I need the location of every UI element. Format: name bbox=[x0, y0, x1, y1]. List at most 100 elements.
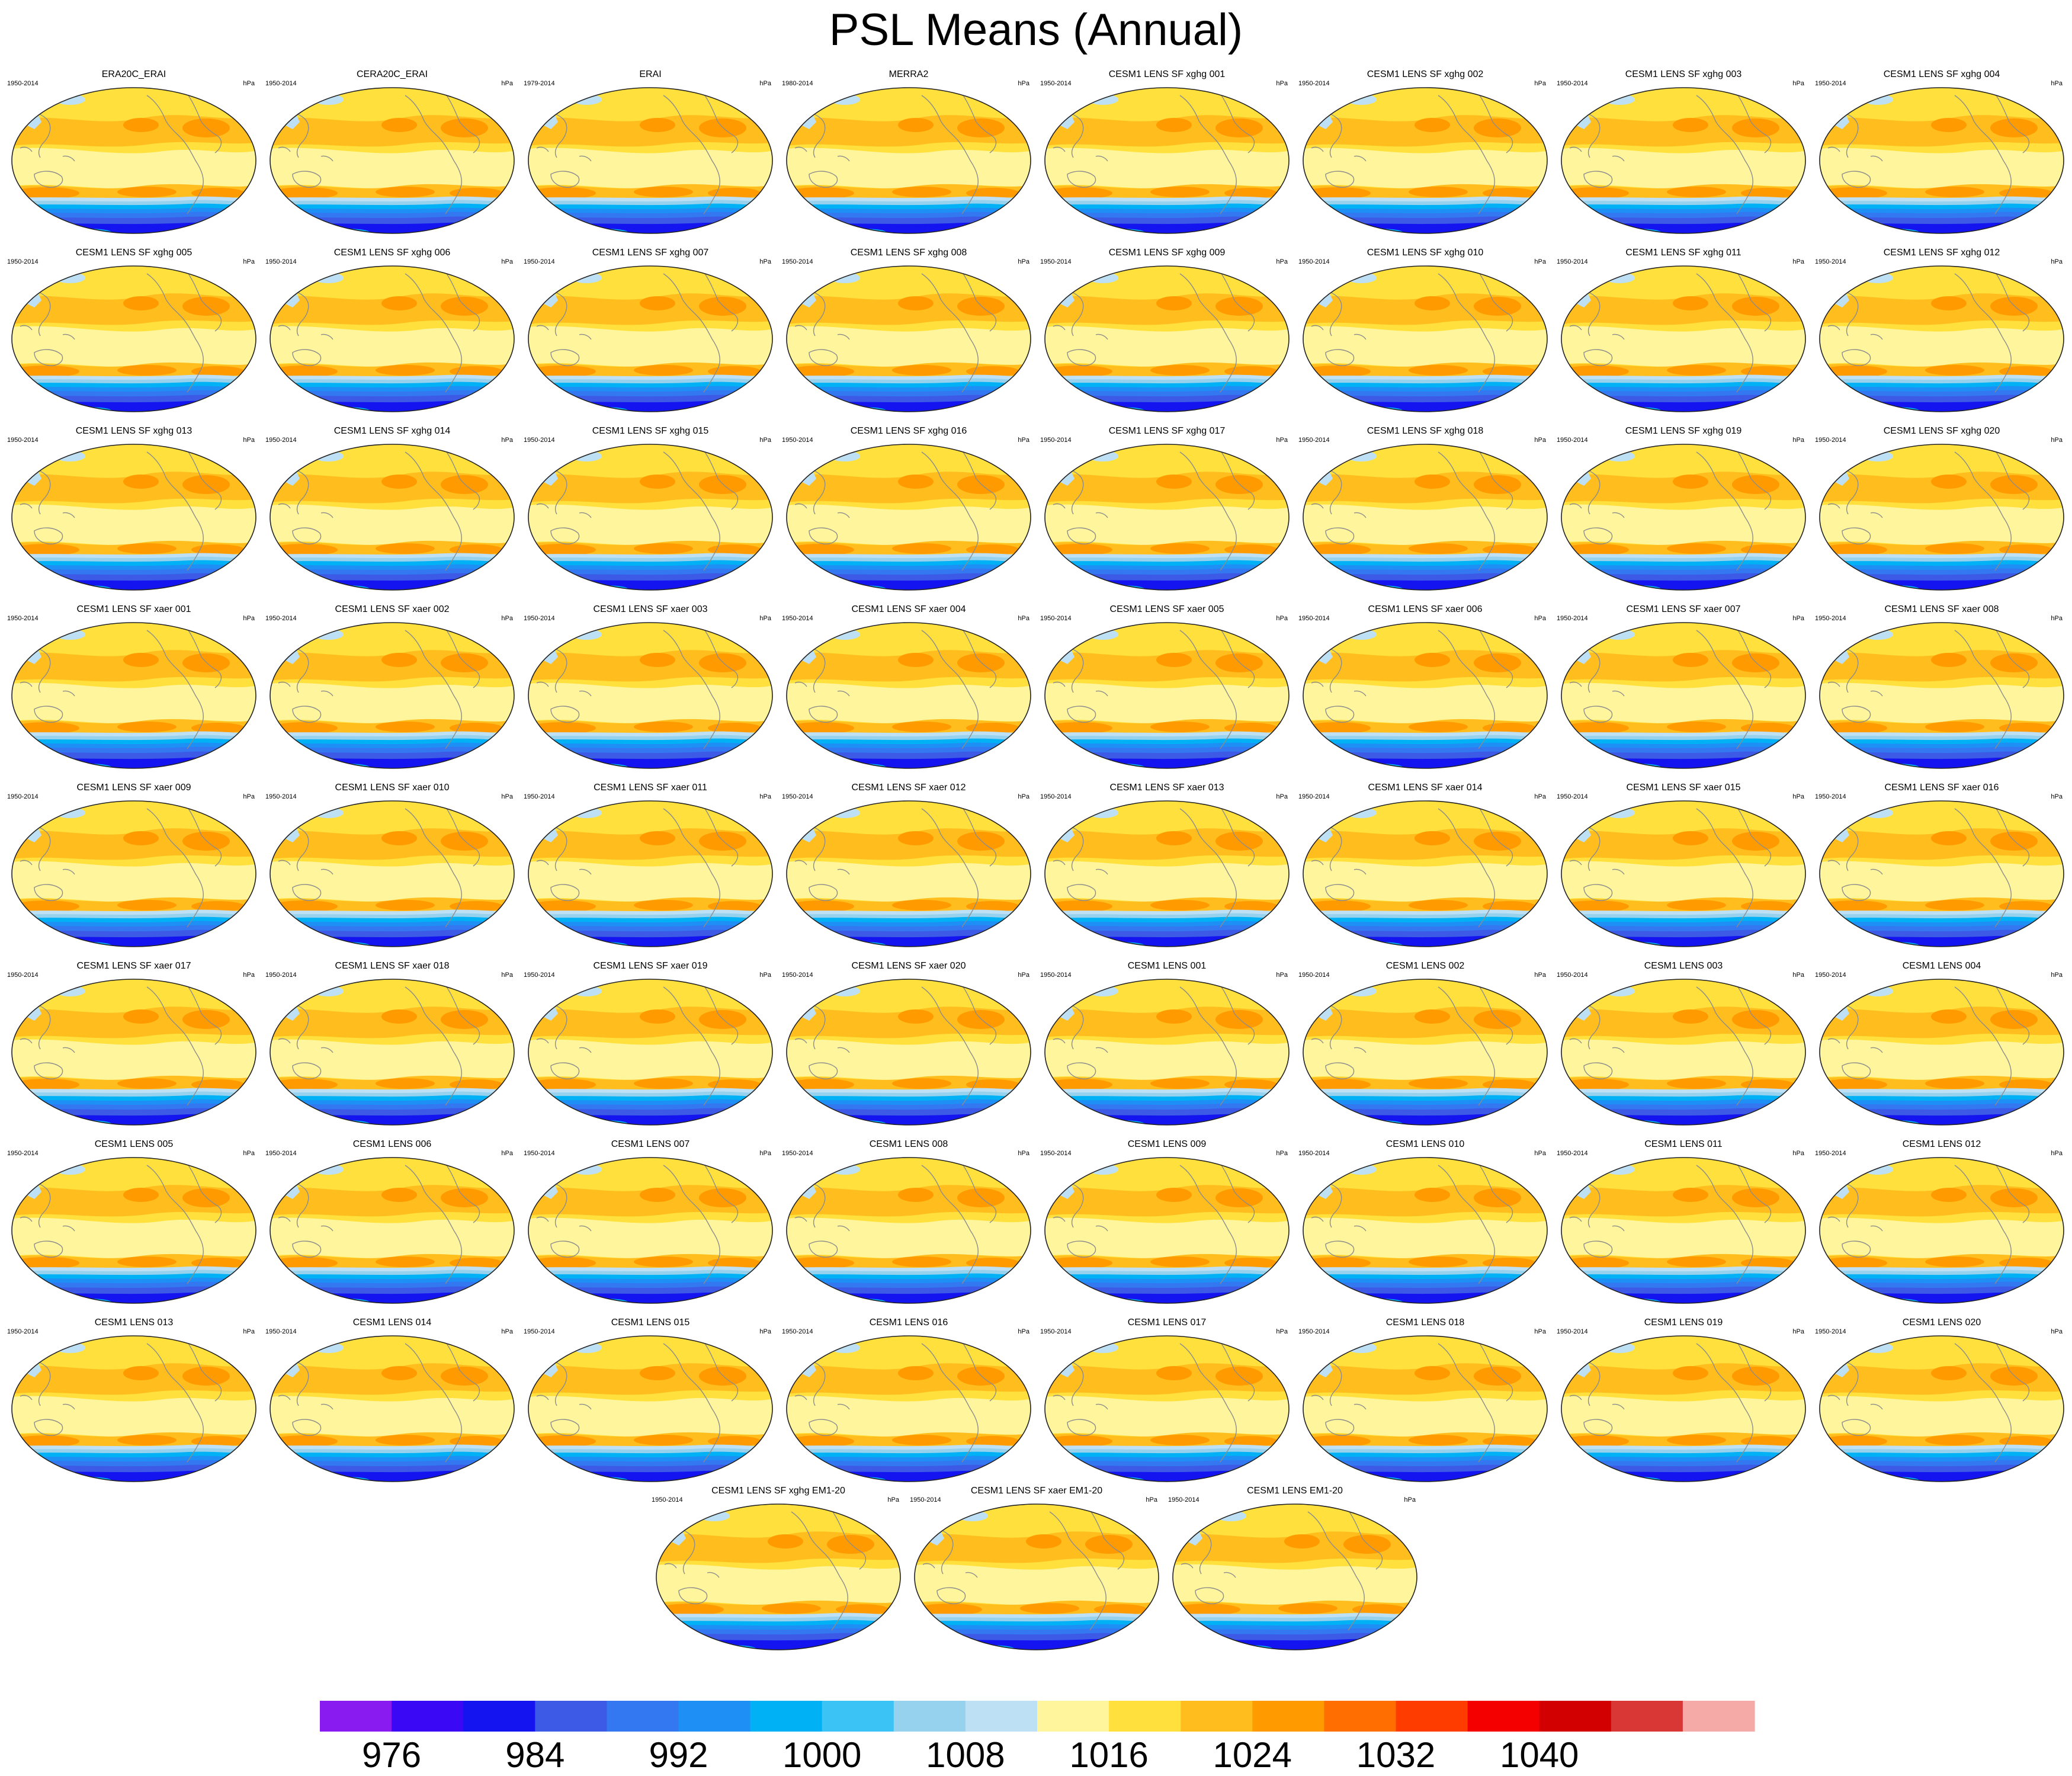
map-panel: CESM1 LENS SF xaer 012 1950-2014 hPa bbox=[780, 782, 1038, 954]
panel-units: hPa bbox=[1018, 437, 1029, 444]
panel-years: 1950-2014 bbox=[524, 1328, 555, 1335]
panel-years: 1950-2014 bbox=[1557, 80, 1588, 87]
panel-units: hPa bbox=[1792, 80, 1804, 87]
map-panel: CESM1 LENS 006 1950-2014 hPa bbox=[263, 1139, 521, 1310]
panel-units: hPa bbox=[759, 437, 771, 444]
map-panel: CESM1 LENS 017 1950-2014 hPa bbox=[1038, 1317, 1296, 1489]
panel-title: CESM1 LENS SF xghg 011 bbox=[1625, 248, 1741, 258]
robinson-map bbox=[11, 1157, 256, 1304]
robinson-map bbox=[1819, 444, 2064, 591]
map-panel: CESM1 LENS SF xghg 006 1950-2014 hPa bbox=[263, 247, 521, 419]
robinson-map bbox=[528, 800, 773, 947]
panel-years: 1950-2014 bbox=[910, 1496, 941, 1503]
panel-years: 1950-2014 bbox=[1040, 1150, 1072, 1157]
map-panel: CESM1 LENS 016 1950-2014 hPa bbox=[780, 1317, 1038, 1489]
map-panel: CESM1 LENS 019 1950-2014 hPa bbox=[1554, 1317, 1813, 1489]
robinson-map bbox=[270, 265, 515, 412]
map-panel: CESM1 LENS EM1-20 1950-2014 hPa bbox=[1166, 1485, 1424, 1657]
panel-units: hPa bbox=[501, 1328, 513, 1335]
panel-title: CESM1 LENS SF xghg 008 bbox=[850, 248, 967, 258]
map-panel: CESM1 LENS 001 1950-2014 hPa bbox=[1038, 960, 1296, 1132]
robinson-map bbox=[528, 622, 773, 769]
panel-units: hPa bbox=[2051, 1328, 2063, 1335]
map-panel: CESM1 LENS SF xghg 011 1950-2014 hPa bbox=[1554, 247, 1813, 419]
panel-years: 1950-2014 bbox=[782, 437, 813, 444]
robinson-map bbox=[1561, 1157, 1806, 1304]
panel-units: hPa bbox=[1018, 972, 1029, 979]
robinson-map bbox=[1819, 800, 2064, 947]
robinson-map bbox=[656, 1503, 901, 1650]
panel-units: hPa bbox=[759, 1328, 771, 1335]
panel-years: 1950-2014 bbox=[782, 1150, 813, 1157]
panel-title: ERAI bbox=[639, 69, 662, 79]
robinson-map bbox=[1561, 979, 1806, 1126]
panel-units: hPa bbox=[887, 1496, 899, 1503]
robinson-map bbox=[1044, 1157, 1290, 1304]
map-panel: CESM1 LENS SF xaer 018 1950-2014 hPa bbox=[263, 960, 521, 1132]
panel-title: CESM1 LENS 007 bbox=[611, 1139, 690, 1149]
map-panel: CESM1 LENS 015 1950-2014 hPa bbox=[521, 1317, 780, 1489]
panel-years: 1950-2014 bbox=[265, 437, 297, 444]
panel-units: hPa bbox=[501, 80, 513, 87]
panel-years: 1950-2014 bbox=[7, 972, 39, 979]
panel-units: hPa bbox=[759, 793, 771, 800]
panel-title: CESM1 LENS 014 bbox=[352, 1317, 432, 1328]
panel-units: hPa bbox=[759, 1150, 771, 1157]
panel-title: CESM1 LENS SF xghg 005 bbox=[75, 248, 193, 258]
panel-units: hPa bbox=[1018, 1328, 1029, 1335]
robinson-map bbox=[11, 444, 256, 591]
panel-title: CESM1 LENS SF xaer 008 bbox=[1884, 604, 1999, 614]
robinson-map bbox=[1044, 444, 1290, 591]
panel-years: 1950-2014 bbox=[1298, 437, 1330, 444]
panel-years: 1950-2014 bbox=[524, 258, 555, 265]
panel-years: 1950-2014 bbox=[7, 258, 39, 265]
panel-title: CESM1 LENS SF xaer 006 bbox=[1368, 604, 1483, 614]
panel-years: 1950-2014 bbox=[7, 1328, 39, 1335]
panel-title: CESM1 LENS SF xghg 010 bbox=[1367, 248, 1484, 258]
panel-title: CESM1 LENS SF xaer 009 bbox=[76, 783, 191, 793]
panel-years: 1950-2014 bbox=[524, 972, 555, 979]
map-panel: CESM1 LENS SF xaer 011 1950-2014 hPa bbox=[521, 782, 780, 954]
panel-title: CESM1 LENS SF xghg 020 bbox=[1883, 426, 2000, 436]
robinson-map bbox=[1561, 1335, 1806, 1482]
panel-years: 1950-2014 bbox=[1815, 1150, 1846, 1157]
map-panel: CESM1 LENS SF xghg 005 1950-2014 hPa bbox=[5, 247, 263, 419]
robinson-map bbox=[270, 979, 515, 1126]
panel-units: hPa bbox=[2051, 793, 2063, 800]
robinson-map bbox=[11, 87, 256, 234]
panel-years: 1950-2014 bbox=[7, 793, 39, 800]
psl-field bbox=[528, 801, 772, 947]
panel-years: 1950-2014 bbox=[782, 972, 813, 979]
map-panel: MERRA2 1980-2014 hPa bbox=[780, 69, 1038, 241]
panel-units: hPa bbox=[1276, 80, 1288, 87]
panel-units: hPa bbox=[1018, 258, 1029, 265]
panel-units: hPa bbox=[243, 80, 255, 87]
panel-units: hPa bbox=[2051, 437, 2063, 444]
robinson-map bbox=[1561, 87, 1806, 234]
panel-units: hPa bbox=[243, 258, 255, 265]
robinson-map bbox=[1819, 1157, 2064, 1304]
panel-units: hPa bbox=[243, 437, 255, 444]
robinson-map bbox=[1819, 622, 2064, 769]
robinson-map bbox=[1303, 979, 1548, 1126]
robinson-map bbox=[1303, 265, 1548, 412]
panel-units: hPa bbox=[1534, 1328, 1546, 1335]
panel-units: hPa bbox=[243, 1150, 255, 1157]
panel-units: hPa bbox=[501, 615, 513, 622]
map-panel: CESM1 LENS 011 1950-2014 hPa bbox=[1554, 1139, 1813, 1310]
panel-title: CESM1 LENS SF xaer 018 bbox=[335, 961, 450, 971]
panel-years: 1950-2014 bbox=[7, 615, 39, 622]
map-panel: CESM1 LENS 012 1950-2014 hPa bbox=[1813, 1139, 2071, 1310]
panel-units: hPa bbox=[1276, 972, 1288, 979]
robinson-map bbox=[1044, 1335, 1290, 1482]
panel-title: CESM1 LENS SF xaer 014 bbox=[1368, 783, 1483, 793]
robinson-map bbox=[270, 87, 515, 234]
panel-title: CESM1 LENS SF xghg 016 bbox=[850, 426, 967, 436]
panel-years: 1950-2014 bbox=[524, 437, 555, 444]
map-panel: CESM1 LENS SF xghg 007 1950-2014 hPa bbox=[521, 247, 780, 419]
psl-field bbox=[270, 88, 514, 233]
panel-years: 1950-2014 bbox=[1040, 972, 1072, 979]
psl-field bbox=[1561, 88, 1805, 233]
robinson-map bbox=[11, 265, 256, 412]
panel-years: 1950-2014 bbox=[1557, 437, 1588, 444]
